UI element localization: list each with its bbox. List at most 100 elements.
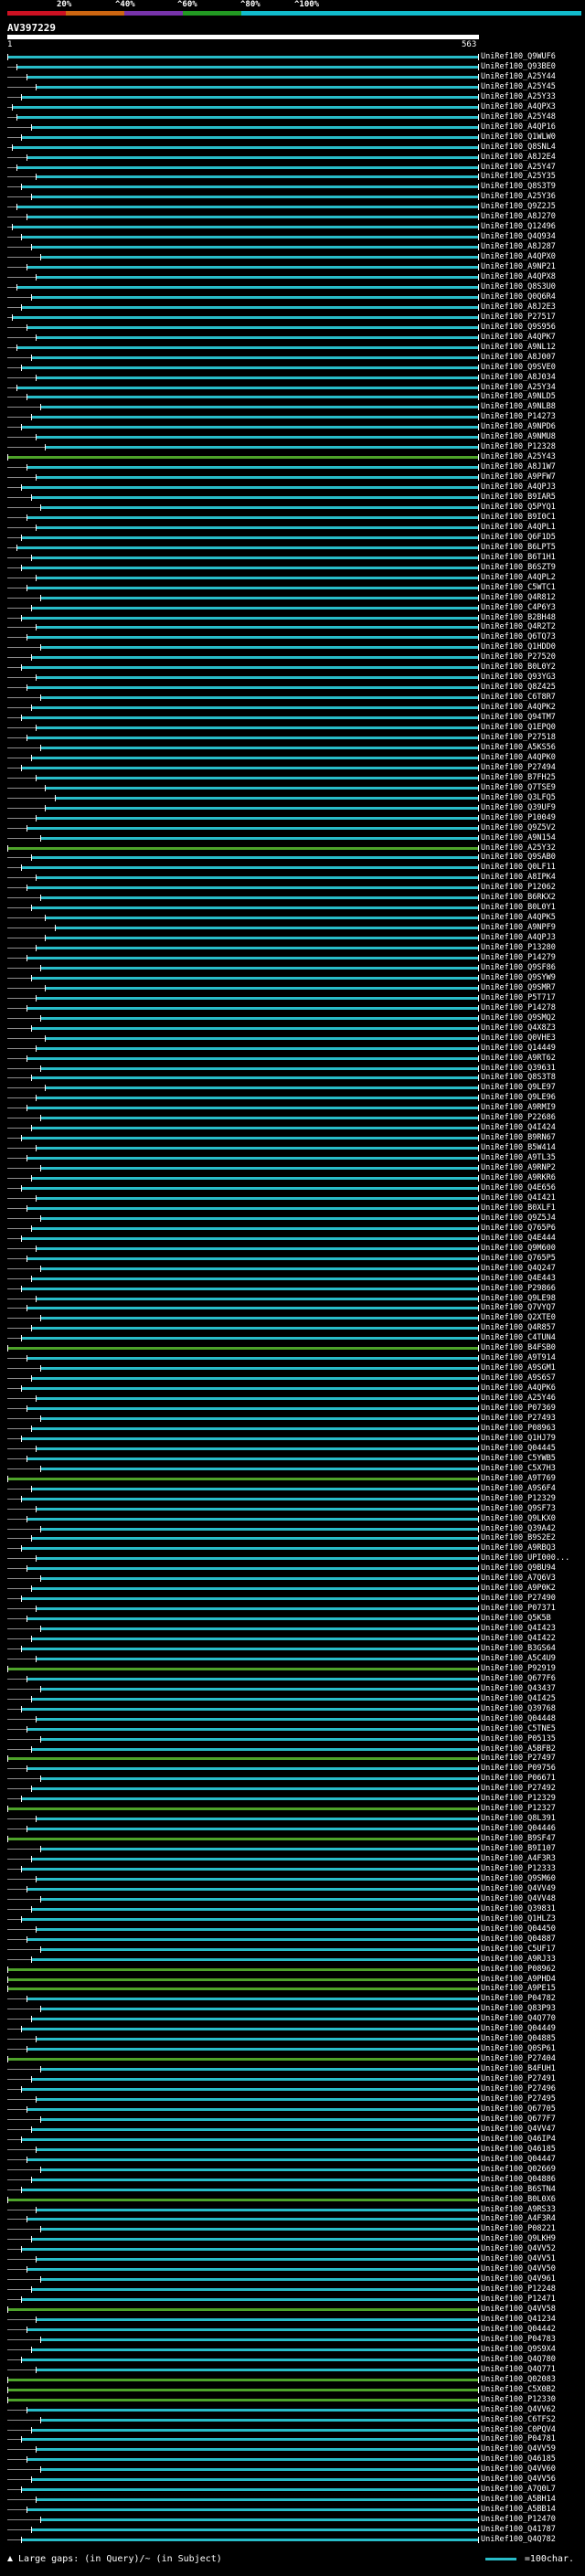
hit-label[interactable]: UniRef100_A4F3R4 [481, 2214, 556, 2224]
hit-label[interactable]: UniRef100_Q9SMR7 [481, 982, 556, 992]
hit-bar[interactable] [40, 2468, 479, 2472]
hit-bar[interactable] [40, 696, 479, 700]
hit-bar[interactable] [35, 2368, 479, 2371]
hit-label[interactable]: UniRef100_P12327 [481, 1804, 556, 1814]
hit-label[interactable]: UniRef100_P12333 [481, 1864, 556, 1873]
hit-label[interactable]: UniRef100_P07371 [481, 1604, 556, 1614]
hit-label[interactable]: UniRef100_A5BFB2 [481, 1744, 556, 1754]
hit-bar[interactable] [26, 2408, 479, 2412]
hit-bar[interactable] [35, 726, 479, 730]
hit-bar[interactable] [7, 2198, 479, 2201]
hit-bar[interactable] [30, 606, 479, 610]
hit-label[interactable]: UniRef100_Q9LE98 [481, 1293, 556, 1303]
hit-bar[interactable] [26, 1998, 479, 2001]
hit-bar[interactable] [21, 486, 479, 490]
hit-label[interactable]: UniRef100_A8J007 [481, 352, 556, 362]
hit-label[interactable]: UniRef100_UPI000... [481, 1553, 570, 1564]
hit-label[interactable]: UniRef100_Q4VV51 [481, 2254, 556, 2264]
hit-bar[interactable] [35, 2498, 479, 2502]
hit-label[interactable]: UniRef100_A9RBQ3 [481, 1543, 556, 1553]
hit-bar[interactable] [30, 1697, 479, 1701]
hit-bar[interactable] [21, 616, 479, 620]
hit-label[interactable]: UniRef100_Q5K5B [481, 1614, 551, 1624]
hit-label[interactable]: UniRef100_P06671 [481, 1774, 556, 1784]
hit-bar[interactable] [21, 1497, 479, 1500]
hit-bar[interactable] [21, 716, 479, 720]
hit-label[interactable]: UniRef100_A4QPX8 [481, 272, 556, 282]
hit-label[interactable]: UniRef100_Q765P5 [481, 1253, 556, 1263]
hit-bar[interactable] [30, 2478, 479, 2482]
hit-bar[interactable] [26, 586, 479, 589]
hit-label[interactable]: UniRef100_B9I0C1 [481, 512, 556, 522]
hit-label[interactable]: UniRef100_A9N154 [481, 832, 556, 843]
hit-bar[interactable] [40, 2518, 479, 2522]
hit-bar[interactable] [16, 345, 479, 349]
hit-label[interactable]: UniRef100_A9RNP2 [481, 1163, 556, 1173]
hit-bar[interactable] [21, 1917, 479, 1921]
hit-bar[interactable] [21, 2298, 479, 2302]
hit-label[interactable]: UniRef100_Q4I425 [481, 1693, 556, 1703]
hit-bar[interactable] [26, 636, 479, 640]
hit-bar[interactable] [40, 256, 479, 260]
hit-bar[interactable] [35, 1607, 479, 1611]
hit-bar[interactable] [45, 986, 479, 990]
hit-bar[interactable] [12, 145, 479, 149]
hit-bar[interactable] [30, 756, 479, 759]
hit-bar[interactable] [30, 1487, 479, 1490]
hit-bar[interactable] [35, 1927, 479, 1931]
hit-label[interactable]: UniRef100_B0L0Y2 [481, 663, 556, 673]
hit-label[interactable]: UniRef100_Q9SM60 [481, 1873, 556, 1883]
hit-label[interactable]: UniRef100_Q9SF73 [481, 1503, 556, 1513]
hit-bar[interactable] [54, 796, 479, 800]
hit-bar[interactable] [30, 856, 479, 860]
hit-bar[interactable] [40, 836, 479, 840]
hit-label[interactable]: UniRef100_A8J1W7 [481, 462, 556, 472]
hit-label[interactable]: UniRef100_B6T1H1 [481, 552, 556, 562]
hit-label[interactable]: UniRef100_Q93YG3 [481, 673, 556, 683]
hit-label[interactable]: UniRef100_Q4Q771 [481, 2364, 556, 2374]
hit-bar[interactable] [35, 816, 479, 820]
hit-label[interactable]: UniRef100_A9P0K2 [481, 1584, 556, 1594]
hit-bar[interactable] [35, 1046, 479, 1050]
hit-bar[interactable] [7, 2388, 479, 2391]
hit-label[interactable]: UniRef100_A4QPK2 [481, 703, 556, 713]
hit-label[interactable]: UniRef100_C6T8R7 [481, 693, 556, 703]
hit-bar[interactable] [40, 1848, 479, 1851]
hit-label[interactable]: UniRef100_Q4VV49 [481, 1883, 556, 1893]
hit-bar[interactable] [30, 496, 479, 500]
hit-bar[interactable] [21, 666, 479, 670]
hit-label[interactable]: UniRef100_A9NL12 [481, 342, 556, 352]
hit-label[interactable]: UniRef100_A9NLB8 [481, 402, 556, 412]
hit-label[interactable]: UniRef100_Q4VV50 [481, 2264, 556, 2274]
hit-label[interactable]: UniRef100_P27495 [481, 2094, 556, 2104]
hit-label[interactable]: UniRef100_P27517 [481, 312, 556, 322]
hit-label[interactable]: UniRef100_Q9Z5V2 [481, 822, 556, 832]
hit-bar[interactable] [45, 1087, 479, 1090]
hit-bar[interactable] [35, 85, 479, 89]
hit-label[interactable]: UniRef100_B2BH48 [481, 612, 556, 622]
hit-label[interactable]: UniRef100_Q46185 [481, 2144, 556, 2154]
hit-label[interactable]: UniRef100_A4QPK5 [481, 913, 556, 923]
hit-bar[interactable] [30, 246, 479, 249]
hit-bar[interactable] [40, 1467, 479, 1470]
hit-bar[interactable] [26, 1407, 479, 1411]
hit-bar[interactable] [21, 766, 479, 769]
hit-bar[interactable] [26, 2218, 479, 2221]
hit-bar[interactable] [40, 1317, 479, 1320]
hit-bar[interactable] [21, 135, 479, 139]
hit-label[interactable]: UniRef100_P27496 [481, 2084, 556, 2094]
hit-label[interactable]: UniRef100_Q4VV52 [481, 2244, 556, 2254]
hit-label[interactable]: UniRef100_B6LPT5 [481, 542, 556, 552]
hit-label[interactable]: UniRef100_Q4Q780 [481, 2354, 556, 2364]
hit-label[interactable]: UniRef100_C4P6Y3 [481, 602, 556, 612]
hit-bar[interactable] [26, 1727, 479, 1731]
hit-bar[interactable] [7, 1667, 479, 1670]
hit-label[interactable]: UniRef100_Q8S3T8 [481, 1073, 556, 1083]
hit-bar[interactable] [30, 2348, 479, 2351]
hit-label[interactable]: UniRef100_Q46IP4 [481, 2134, 556, 2144]
hit-label[interactable]: UniRef100_A25Y48 [481, 111, 556, 122]
hit-bar[interactable] [35, 947, 479, 950]
hit-bar[interactable] [21, 1387, 479, 1391]
hit-label[interactable]: UniRef100_Q9SAB0 [481, 853, 556, 863]
hit-label[interactable]: UniRef100_A4QPL1 [481, 522, 556, 532]
